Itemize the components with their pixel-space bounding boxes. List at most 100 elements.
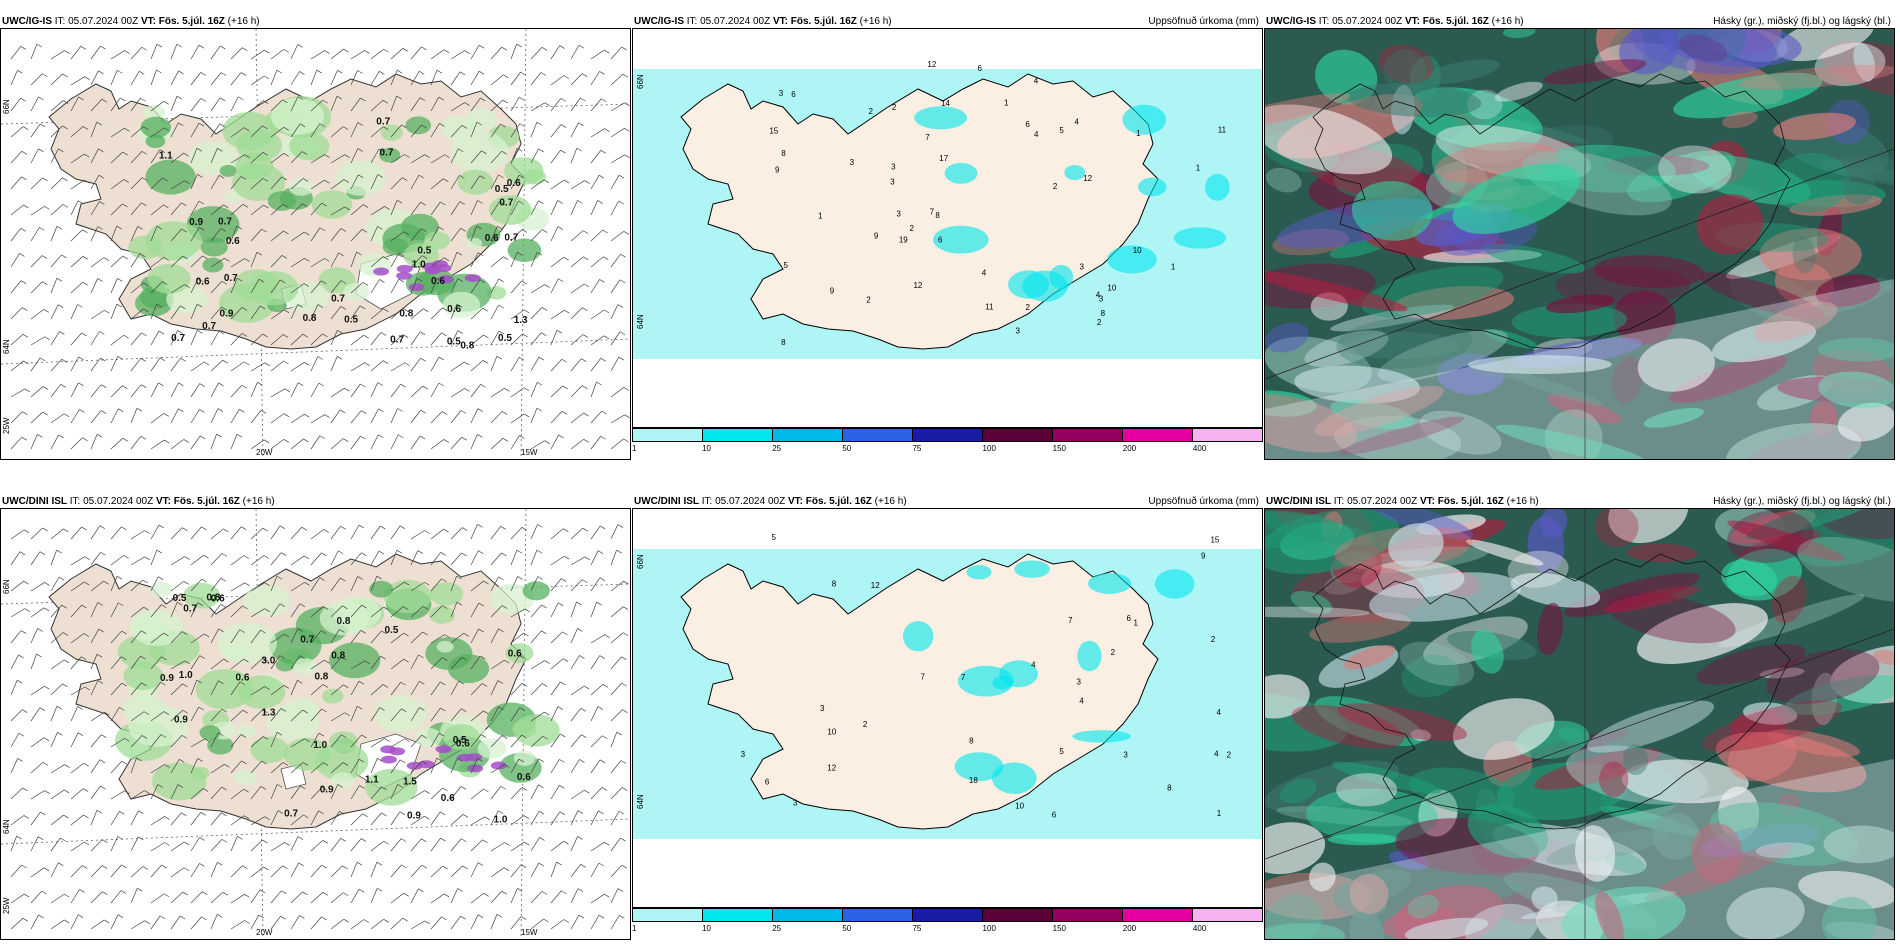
wind-barb: [570, 230, 584, 242]
wind-barb-feather: [203, 554, 209, 559]
precip-area: [966, 565, 992, 580]
wind-barb-feather: [222, 891, 228, 896]
wind-barb: [330, 784, 339, 800]
wind-barb: [310, 864, 322, 878]
wind-barb-feather: [596, 381, 602, 386]
wind-barb: [450, 657, 463, 670]
wind-barb-feather: [64, 789, 70, 794]
wind-barb-feather: [163, 632, 169, 637]
wind-barb-feather: [243, 361, 250, 366]
wind-barb: [30, 336, 45, 346]
wind-barb-feather: [117, 69, 123, 74]
wind-barb-feather: [62, 73, 68, 78]
wind-barb-feather: [84, 179, 90, 184]
precip-value-label: 7: [1068, 616, 1073, 625]
wind-barb: [310, 304, 319, 320]
wind-barb-feather: [539, 837, 545, 841]
rain-value-label: 1.1: [159, 151, 173, 162]
map-frame[interactable]: 0.6 0.5 0.9 0.5 0.6 0.7 0.8 1.0 0.8 0.6 0.9 0.6 0.7 0…: [0, 508, 631, 940]
wind-barb: [250, 914, 260, 930]
wind-barb-feather: [120, 97, 126, 102]
wind-barb-feather: [141, 384, 147, 388]
wind-barb-feather: [324, 659, 330, 664]
wind-barb-feather: [361, 229, 368, 233]
cloud-layer: [1482, 243, 1586, 274]
wind-barb: [510, 252, 518, 268]
wind-barb-feather: [619, 915, 625, 919]
wind-barb: [250, 629, 261, 644]
precip-area: [1087, 573, 1132, 594]
wind-barb: [30, 386, 44, 398]
rain-value-label: 0.5: [453, 735, 467, 746]
wind-barb-feather: [436, 69, 443, 74]
wind-barb-feather: [378, 550, 385, 555]
wind-barb: [330, 577, 341, 592]
precip-area: [1107, 245, 1157, 274]
wind-barb: [270, 708, 282, 722]
wind-barb: [330, 438, 344, 450]
wind-barb: [510, 200, 519, 216]
wind-barb: [570, 914, 580, 930]
wind-barb-feather: [263, 866, 269, 871]
wind-barb: [610, 580, 624, 592]
wind-barb-feather: [222, 359, 228, 364]
wind-barb: [210, 148, 218, 164]
wind-barb-feather: [277, 810, 284, 814]
wind-barb-feather: [179, 915, 186, 920]
precip-value-label: 6: [791, 90, 796, 99]
map-frame[interactable]: 1 3 3 10 5 4 7 6 8 9 12 3 4 6 7 8 4 2 2 3 12 5 4 10 8 18 15 2 1 3 2 6 7 6…: [632, 508, 1263, 908]
precip-value-label: 2: [1053, 182, 1058, 191]
wind-barb-feather: [621, 864, 627, 869]
cloud-layer: [1853, 42, 1876, 82]
wind-barb-feather: [43, 309, 49, 313]
wind-barb: [230, 385, 243, 398]
wind-barb: [110, 179, 125, 190]
axis-tick-label: 64N: [636, 794, 645, 809]
wind-barb-feather: [58, 304, 64, 309]
wind-barb-feather: [577, 836, 583, 840]
wind-barb: [370, 148, 380, 164]
wind-barb-feather: [99, 201, 105, 205]
map-frame[interactable]: [1264, 28, 1895, 460]
map-frame[interactable]: 2 2 4 3 2 3 3 3 10 4 4 7 6 10 8 9 8 9 3 5 9 6 8 6 12 14 11 15 7 12 11 1…: [632, 28, 1263, 428]
wind-barb: [550, 861, 558, 878]
wind-barb: [250, 382, 258, 398]
wind-barb-feather: [82, 788, 89, 792]
wind-barb-feather: [503, 74, 509, 79]
rain-value-label: 0.5: [344, 315, 358, 326]
wind-barb: [110, 864, 122, 878]
wind-barb: [410, 174, 420, 190]
rain-value-label: 0.7: [183, 604, 197, 615]
wind-barb-feather: [303, 814, 309, 819]
wind-barb-feather: [502, 438, 509, 442]
map-frame[interactable]: [1264, 508, 1895, 940]
wind-barb-feather: [440, 681, 446, 686]
wind-barb: [570, 180, 585, 190]
precip-value-label: 4: [1034, 77, 1039, 86]
wind-barb: [470, 862, 479, 878]
wind-barb: [110, 203, 123, 216]
wind-barb-feather: [96, 121, 103, 126]
wind-barb: [90, 174, 100, 190]
wind-barb-feather: [616, 549, 622, 554]
wind-barb-feather: [276, 69, 283, 74]
wind-barb: [530, 72, 542, 86]
wind-barb: [90, 201, 100, 216]
heavy-rain-area: [408, 283, 425, 292]
wind-barb-feather: [158, 382, 164, 387]
wind-barb-feather: [100, 551, 106, 556]
wind-barb: [290, 203, 303, 216]
rain-value-label: 0.6: [456, 739, 470, 750]
wind-barb-feather: [237, 277, 243, 282]
wind-barb: [410, 631, 423, 644]
wind-barb: [190, 633, 205, 644]
cloud-layer: [1336, 773, 1398, 807]
precip-value-label: 9: [1201, 551, 1206, 560]
wind-barb: [330, 525, 341, 540]
wind-barb-feather: [176, 601, 183, 606]
wind-barb-feather: [519, 123, 525, 127]
map-frame[interactable]: 0.5 0.6 0.6 0.7 0.5 0.8 0.7 0.7 0.5 0.7 0.9 1.1 0.9 0…: [0, 28, 631, 460]
wind-barb-feather: [297, 680, 303, 684]
wind-barb: [590, 759, 601, 774]
wind-barb: [370, 256, 384, 268]
